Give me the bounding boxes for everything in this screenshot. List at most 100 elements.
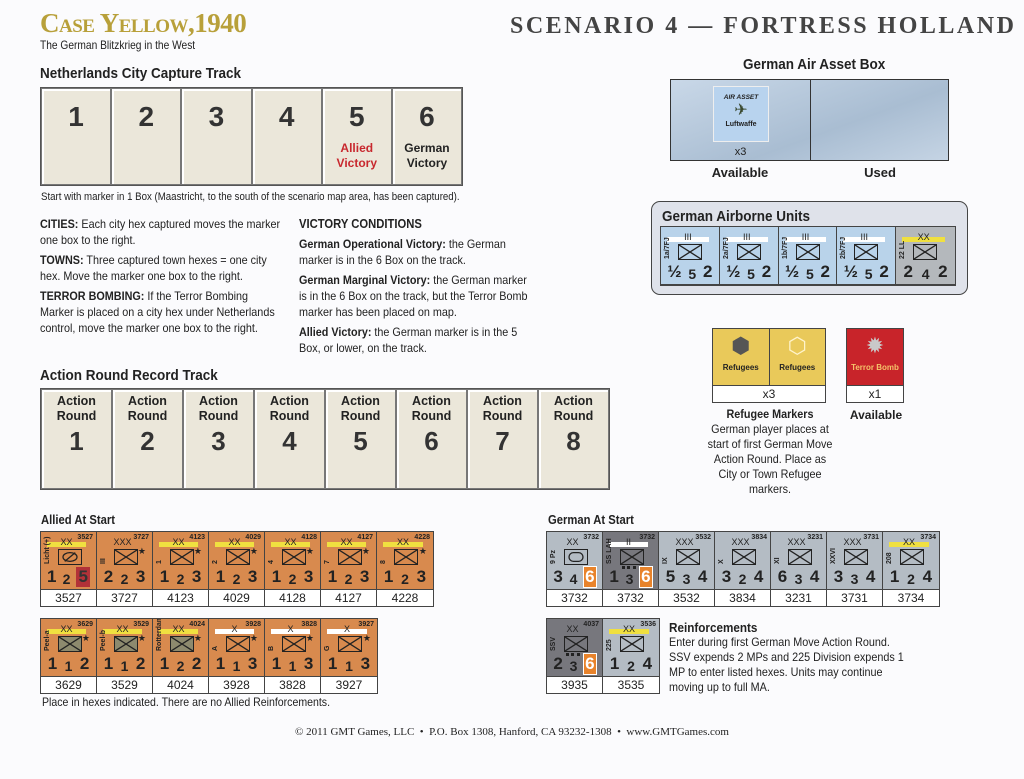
unit-counter[interactable]: XX 4228 8 ★ 1 2 3 — [377, 532, 433, 590]
allied-row-2: XX 3629 Peel-a ★ 1 1 2 3629 XX 3529 Peel-b ★ 1 1 2 3529… — [40, 618, 378, 694]
unit-bar — [215, 542, 254, 547]
action-round-label: Action Round — [269, 394, 310, 423]
airborne-row: III 1a/7FJ ½ 5 2 III 2a/7FJ ½ 5 2 III 1b/7FJ ½ 5 2 III 2… — [660, 226, 956, 286]
air-asset-used-zone[interactable] — [811, 80, 948, 160]
unit-stat: 4 — [922, 567, 933, 586]
action-round-box[interactable]: Action Round 8 — [538, 389, 609, 489]
unit-stat: 1 — [159, 567, 170, 586]
action-round-box[interactable]: Action Round 1 — [41, 389, 112, 489]
unit-stat: 2 — [553, 654, 563, 673]
hex-label: 3731 — [827, 590, 882, 606]
city-track-box[interactable]: 3 — [181, 88, 252, 185]
victory-item: German Operational Victory: the German m… — [299, 236, 535, 268]
unit-counter[interactable]: XXX 3532 IX 5 3 4 — [659, 532, 714, 590]
city-track-box[interactable]: 2 — [111, 88, 182, 185]
reinforcements-info: Reinforcements Enter during first German… — [669, 620, 914, 695]
unit-stat: 1 — [271, 567, 282, 586]
unit-counter[interactable]: XX 3734 208 1 2 4 — [883, 532, 939, 590]
unit-counter[interactable]: III 1b/7FJ ½ 5 2 — [778, 227, 837, 285]
unit-counter[interactable]: XX 4127 7 ★ 1 2 3 — [321, 532, 376, 590]
unit-id: 3527 — [77, 534, 93, 541]
armor-icon — [564, 549, 588, 565]
inf-icon — [338, 549, 362, 565]
city-track-box[interactable]: 4 — [251, 88, 322, 185]
unit-counter[interactable]: XX 3536 225 1 2 4 — [603, 619, 659, 677]
unit-size: II — [625, 537, 631, 547]
unit-counter[interactable]: XX 4029 2 ★ 1 2 3 — [209, 532, 264, 590]
unit-size: XX — [228, 537, 241, 547]
action-round-box[interactable]: Action Round 3 — [183, 389, 254, 489]
air-asset-counter[interactable]: AIR ASSET ✈ Luftwaffe — [713, 86, 769, 142]
unit-counter[interactable]: XX 3629 Peel-a ★ 1 1 2 — [41, 619, 96, 677]
unit-bar — [784, 237, 827, 242]
unit-counter[interactable]: XXX 3834 X 3 2 4 — [715, 532, 770, 590]
unit-counter[interactable]: XX 4128 4 ★ 1 2 3 — [265, 532, 320, 590]
unit-designation: G — [324, 645, 331, 651]
terror-bomb-marker[interactable]: ✹ Terror Bomb — [847, 329, 903, 386]
unit-counter[interactable]: XX 3732 9 Pz 3 4 6 — [547, 532, 602, 590]
refugee-town-marker[interactable]: ⬡ Refugees — [770, 329, 826, 385]
unit-slot: XX 4029 2 ★ 1 2 3 4029 — [209, 532, 265, 606]
box-label: Allied Victory — [336, 141, 377, 170]
city-track-box[interactable]: 1 — [41, 88, 112, 185]
unit-counter[interactable]: XX 4037 SSV 2 3 6 — [547, 619, 602, 677]
action-round-box[interactable]: Action Round 7 — [467, 389, 538, 489]
unit-stat: 3 — [247, 654, 258, 673]
action-round-label: Action Round — [56, 394, 97, 423]
refugee-markers-box: ⬢ Refugees ⬡ Refugees x3 — [712, 328, 826, 403]
unit-stat: 3 — [569, 658, 578, 674]
unit-counter[interactable]: XXX 3731 XXVI 3 3 4 — [827, 532, 882, 590]
unit-counter[interactable]: II 3732 SS LAH 1 3 6 — [603, 532, 658, 590]
unit-counter[interactable]: XX 4123 1 ★ 1 2 3 — [153, 532, 208, 590]
unit-stat: ½ — [667, 262, 682, 281]
unit-counter[interactable]: X 3928 A ★ 1 1 3 — [209, 619, 264, 677]
action-round-box[interactable]: Action Round 2 — [112, 389, 183, 489]
unit-stat: 3 — [416, 567, 427, 586]
unit-stat: 4 — [569, 571, 578, 587]
unit-stat: 1 — [215, 654, 226, 673]
city-track-box[interactable]: 5 Allied Victory — [321, 88, 392, 185]
unit-stat: 3 — [359, 567, 370, 586]
unit-counter[interactable]: XX 4024 Rotterdam ★ 1 2 2 — [153, 619, 208, 677]
hex-label: 3935 — [547, 677, 602, 693]
hex-label: 4127 — [321, 590, 376, 606]
undefined-icon — [678, 244, 702, 260]
hex-label: 4029 — [209, 590, 264, 606]
unit-counter[interactable]: X 3927 G ★ 1 1 3 — [321, 619, 377, 677]
action-round-number: 7 — [495, 426, 510, 456]
action-round-box[interactable]: Action Round 6 — [396, 389, 467, 489]
unit-stat: 3 — [360, 654, 371, 673]
unit-counter[interactable]: XXX 3727 III ★ 2 2 3 — [97, 532, 152, 590]
unit-counter[interactable]: III 1a/7FJ ½ 5 2 — [661, 227, 719, 285]
air-asset-available-zone[interactable]: AIR ASSET ✈ Luftwaffe x3 — [671, 80, 811, 160]
unit-stat: 6 — [583, 653, 597, 675]
unit-counter[interactable]: XX 3529 Peel-b ★ 1 1 2 — [97, 619, 152, 677]
unit-stat: 1 — [609, 654, 620, 673]
city-track-box[interactable]: 6 German Victory — [391, 88, 463, 185]
action-round-label: Action Round — [340, 394, 381, 423]
unit-slot: XX 3734 208 1 2 4 3734 — [883, 532, 939, 606]
action-round-box[interactable]: Action Round 5 — [325, 389, 396, 489]
unit-slot: II 3732 SS LAH 1 3 6 3732 — [603, 532, 659, 606]
unit-designation: 2a/7FJ — [722, 237, 730, 259]
mot-icon — [564, 636, 588, 652]
refugee-city-marker[interactable]: ⬢ Refugees — [713, 329, 770, 385]
unit-counter[interactable]: XX 3527 Licht (+) 1 2 5 — [41, 532, 96, 590]
unit-stat: 6 — [639, 566, 653, 588]
allied-title: Allied At Start — [41, 513, 115, 527]
unit-slot: X 3928 A ★ 1 1 3 3928 — [209, 619, 265, 693]
unit-counter[interactable]: XXX 3231 XI 6 3 4 — [771, 532, 826, 590]
unit-stat: ½ — [726, 262, 741, 281]
unit-counter[interactable]: X 3828 B ★ 1 1 3 — [265, 619, 320, 677]
unit-stat: 2 — [738, 571, 747, 587]
unit-stat: 3 — [303, 567, 314, 586]
unit-designation: A — [212, 645, 219, 651]
allied-row-1: XX 3527 Licht (+) 1 2 5 3527 XXX 3727 III ★ 2 2 3 3727… — [40, 531, 434, 607]
action-round-box[interactable]: Action Round 4 — [254, 389, 325, 489]
inf-icon — [620, 636, 644, 652]
unit-counter[interactable]: XX 22 LL 2 4 2 — [896, 227, 955, 285]
unit-counter[interactable]: III 2a/7FJ ½ 5 2 — [719, 227, 778, 285]
unit-stat: 6 — [777, 567, 788, 586]
unit-counter[interactable]: III 2b/7FJ ½ 5 2 — [837, 227, 896, 285]
